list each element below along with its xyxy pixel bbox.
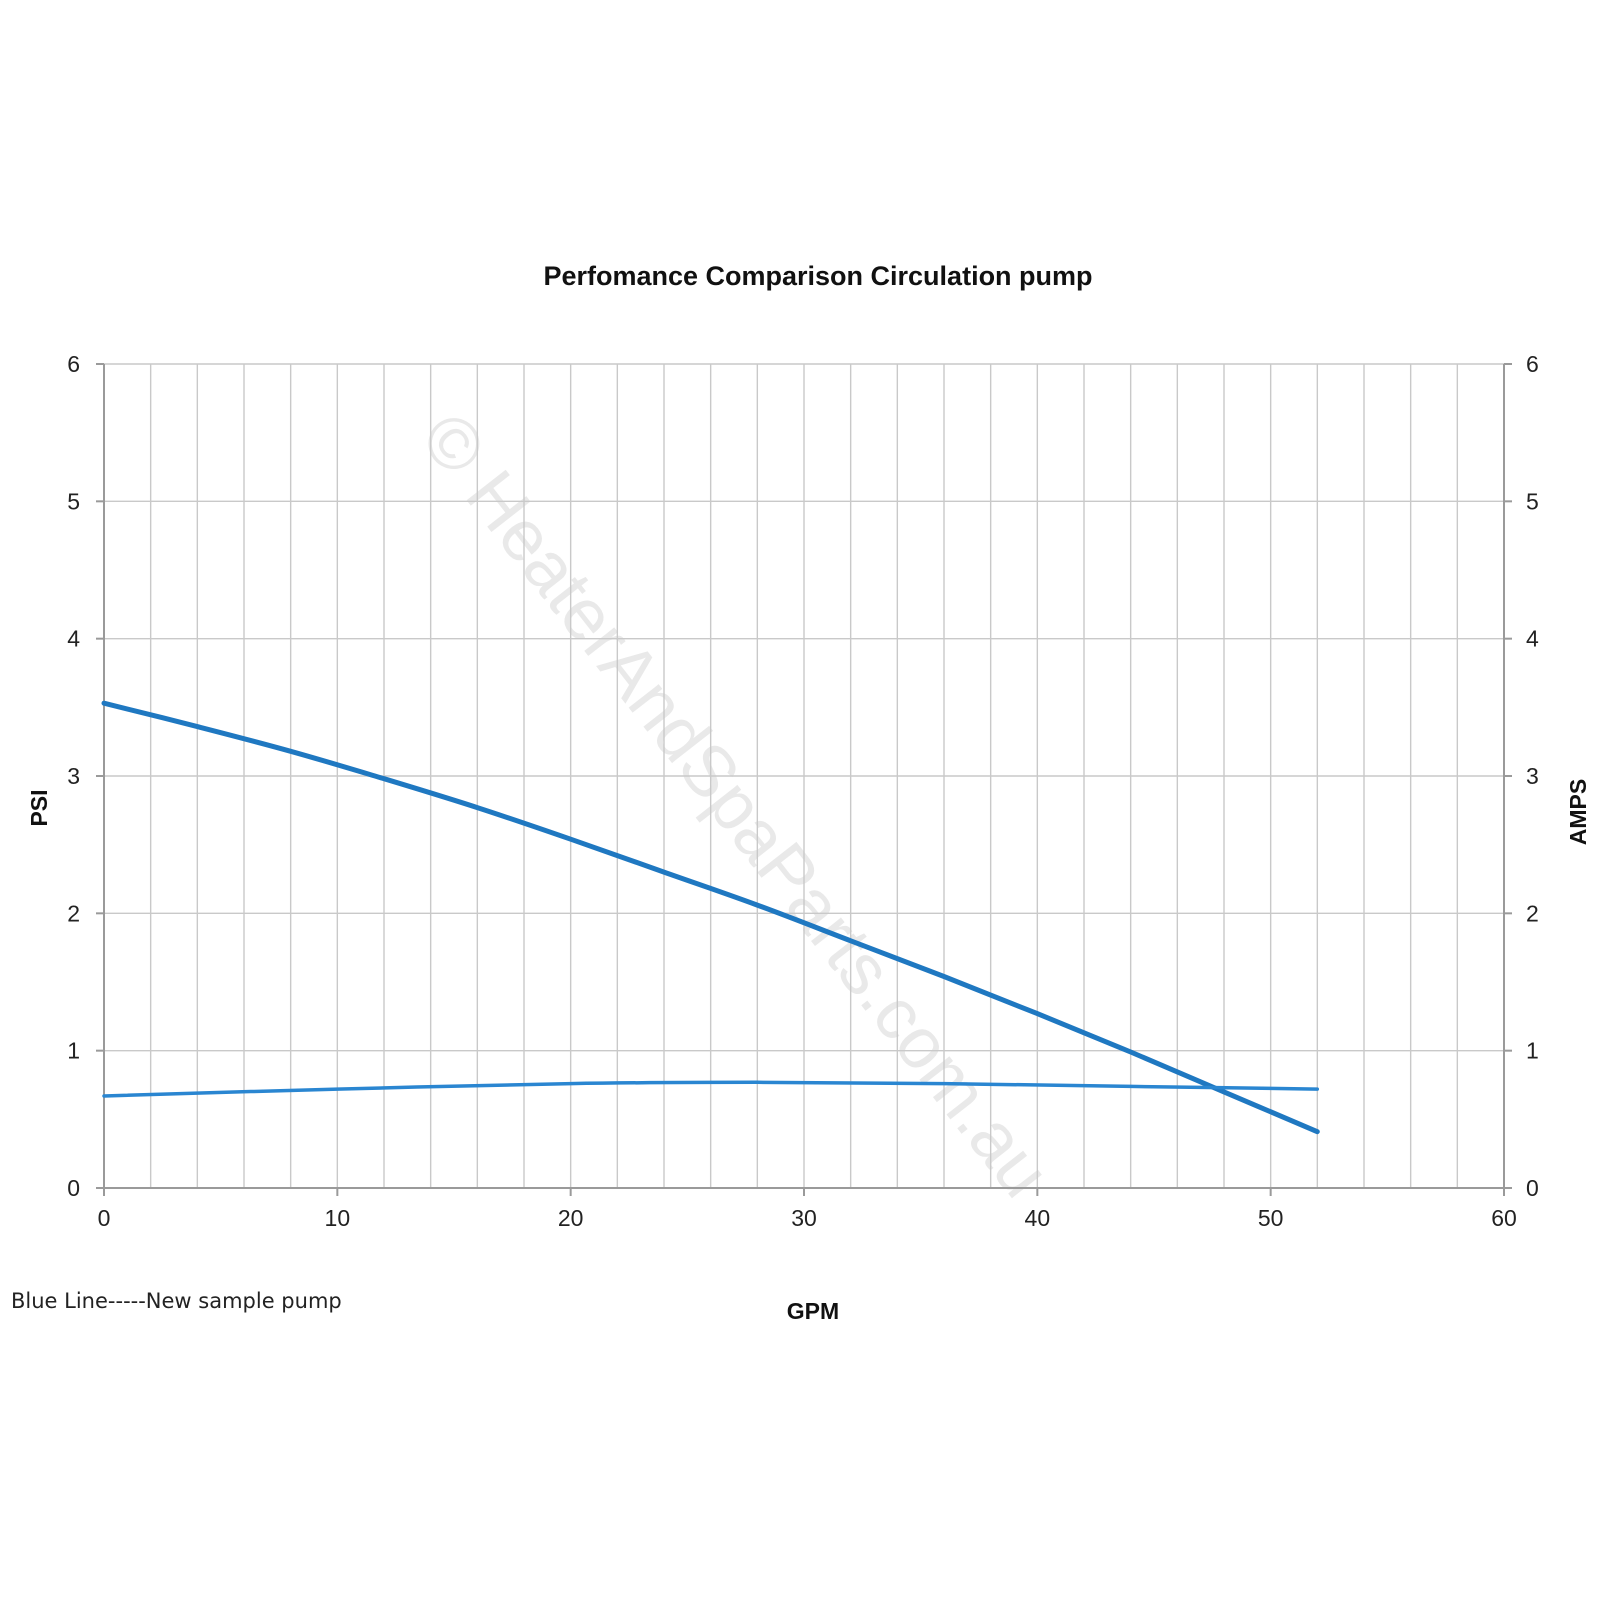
y-tick-label: 4 [67, 626, 80, 652]
y2-axis-label: AMPS [1565, 779, 1591, 845]
x-tick-label: 10 [325, 1205, 351, 1231]
x-tick-label: 60 [1491, 1205, 1517, 1231]
y2-tick-label: 5 [1526, 488, 1539, 514]
x-tick-label: 30 [791, 1205, 817, 1231]
series-line-psi [101, 700, 1320, 1135]
y2-tick-label: 6 [1526, 351, 1539, 377]
y-axis-label: PSI [26, 789, 52, 826]
series-lines [101, 700, 1320, 1135]
y-tick-label: 3 [67, 763, 80, 789]
series-line-amps [102, 1080, 1320, 1098]
x-axis-label: GPM [787, 1298, 839, 1324]
watermark-text: © HeaterAndSpaParts.com.au [405, 399, 1065, 1212]
y-tick-label: 0 [67, 1175, 80, 1201]
y-tick-label: 6 [67, 351, 80, 377]
chart-title: Perfomance Comparison Circulation pump [543, 261, 1092, 291]
axes [96, 363, 1512, 1196]
x-tick-label: 20 [558, 1205, 584, 1231]
y2-tick-label: 3 [1526, 763, 1539, 789]
x-tick-label: 0 [98, 1205, 111, 1231]
x-tick-label: 50 [1258, 1205, 1284, 1231]
y2-tick-label: 0 [1526, 1175, 1539, 1201]
y2-tick-label: 1 [1526, 1038, 1539, 1064]
y2-tick-label: 2 [1526, 900, 1539, 926]
legend-note: Blue Line-----New sample pump [11, 1289, 342, 1313]
y2-tick-label: 4 [1526, 626, 1539, 652]
grid-lines [104, 363, 1504, 1188]
y-tick-label: 5 [67, 488, 80, 514]
x-tick-label: 40 [1025, 1205, 1051, 1231]
y-tick-label: 1 [67, 1038, 80, 1064]
y-tick-label: 2 [67, 900, 80, 926]
